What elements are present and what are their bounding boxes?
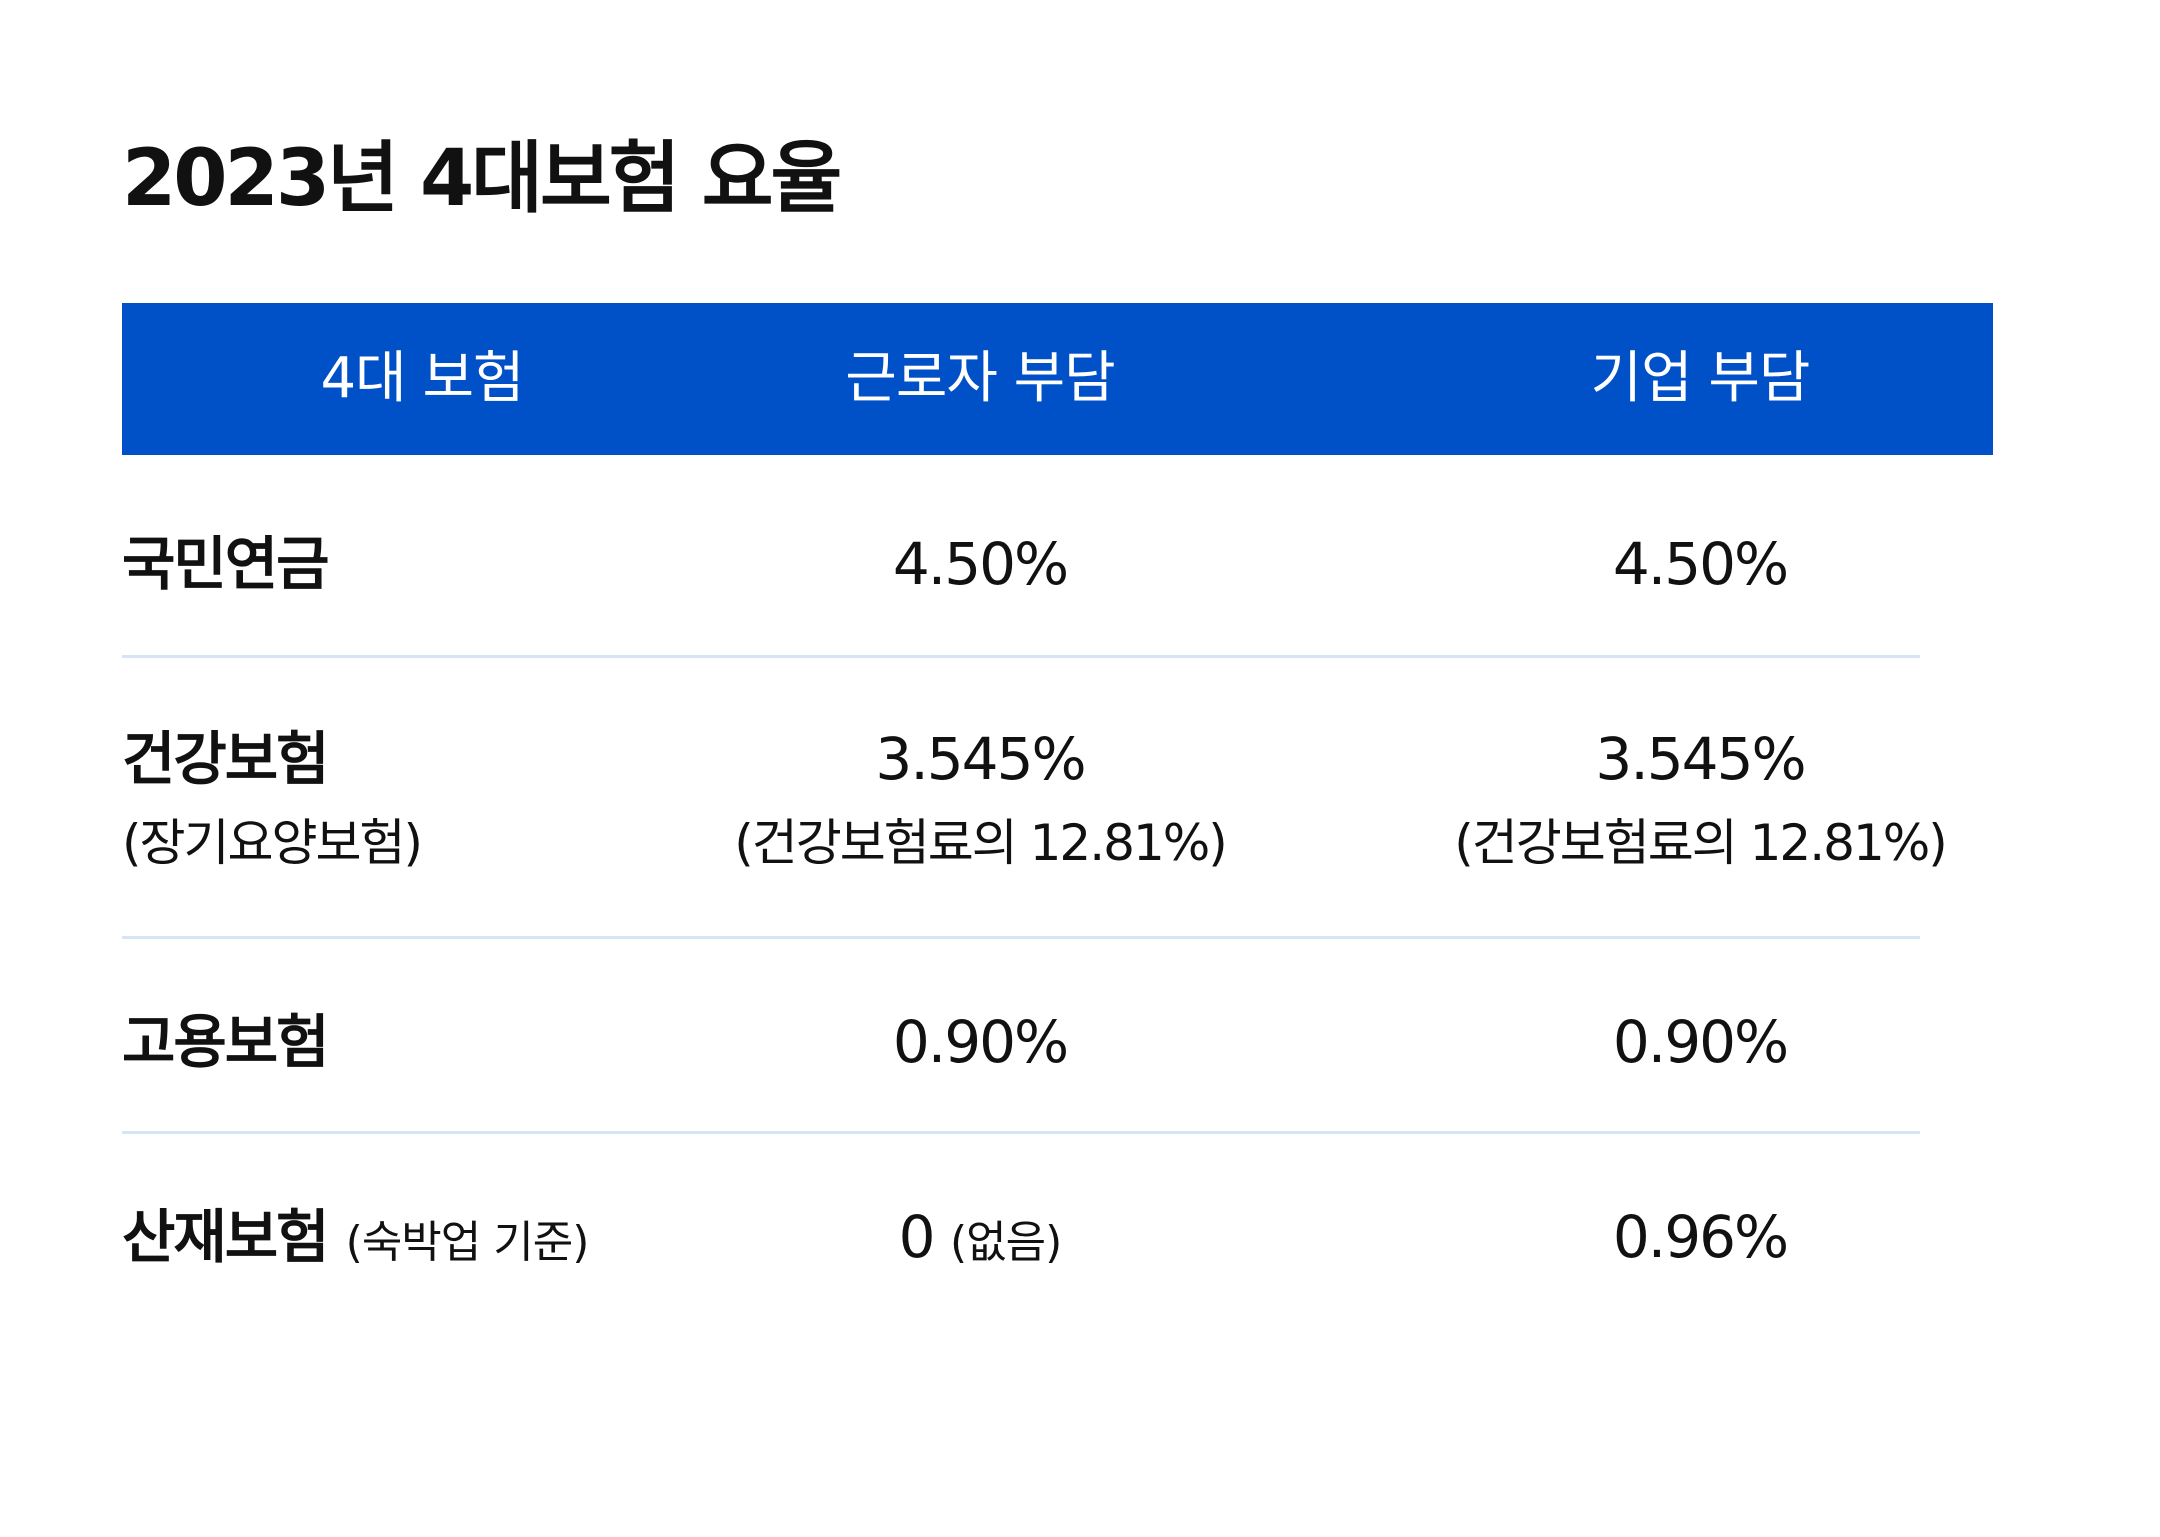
worker-value: 0.90% — [892, 1008, 1069, 1076]
row-label-note: (숙박업 기준) — [345, 1217, 590, 1268]
row-label: 산재보험 (숙박업 기준) — [122, 1208, 590, 1268]
worker-value-note: (없음) — [950, 1217, 1062, 1268]
worker-subvalue: (건강보험료의 12.81%) — [734, 814, 1228, 872]
row-label: 고용보험 — [122, 1008, 329, 1076]
row-divider — [122, 1131, 1920, 1134]
worker-value: 4.50% — [892, 530, 1069, 598]
worker-value-text: 0 — [898, 1203, 936, 1271]
company-value: 0.90% — [1612, 1008, 1789, 1076]
company-subvalue: (건강보험료의 12.81%) — [1454, 814, 1948, 872]
header-insurance: 4대 보험 — [320, 346, 525, 411]
company-value: 0.96% — [1612, 1203, 1789, 1271]
row-divider — [122, 655, 1920, 658]
row-label-text: 산재보험 — [122, 1203, 329, 1271]
row-divider — [122, 936, 1920, 939]
worker-value: 3.545% — [875, 725, 1086, 793]
row-label: 국민연금 — [122, 530, 329, 598]
company-value: 4.50% — [1612, 530, 1789, 598]
row-sublabel: (장기요양보험) — [122, 814, 423, 872]
header-worker-share: 근로자 부담 — [845, 346, 1115, 411]
worker-value: 0 (없음) — [580, 1208, 1380, 1266]
table-header: 4대 보험 근로자 부담 기업 부담 — [122, 303, 1993, 455]
row-label: 건강보험 — [122, 725, 329, 793]
header-company-share: 기업 부담 — [1590, 346, 1811, 411]
page-title: 2023년 4대보험 요율 — [122, 134, 842, 224]
company-value: 3.545% — [1595, 725, 1806, 793]
